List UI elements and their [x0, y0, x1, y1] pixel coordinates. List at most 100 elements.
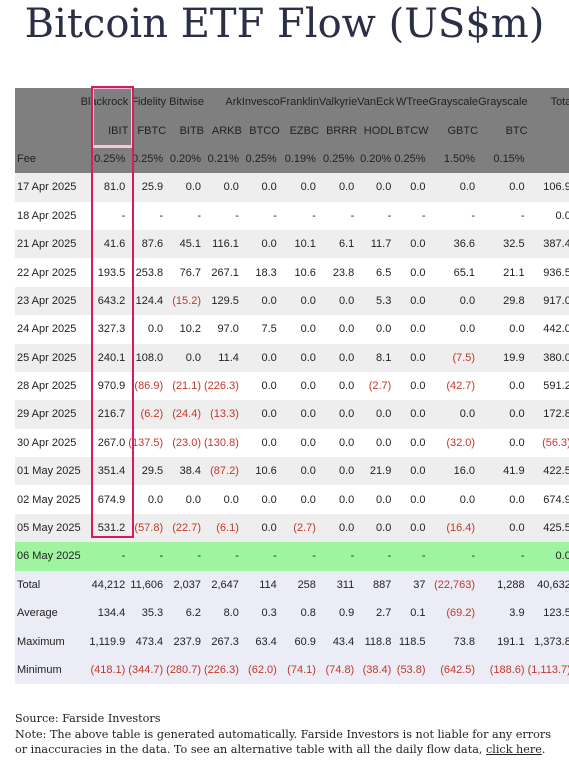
flow-cell: 32.5 — [478, 229, 528, 259]
summary-label: Total — [15, 570, 81, 600]
fee-cell: 0.25% — [394, 144, 429, 174]
fee-cell: 0.25% — [318, 144, 358, 174]
flow-cell: 674.9 — [80, 485, 129, 514]
summary-cell: 0.3 — [241, 599, 280, 628]
flow-cell: 0.0 — [394, 428, 429, 458]
summary-cell: 1,119.9 — [80, 627, 129, 656]
table-row: 06 May 2025- - - - - - - - - - -0.0 — [15, 542, 569, 571]
row-total-cell: 936.5 — [527, 258, 569, 287]
flow-cell: 108.0 — [128, 343, 167, 372]
flow-cell: 0.0 — [394, 513, 429, 543]
row-total-cell: 172.8 — [527, 400, 569, 429]
flow-cell: 0.0 — [428, 315, 479, 344]
flow-cell: (24.4) — [166, 400, 205, 429]
flow-cell: 0.0 — [279, 343, 319, 372]
source-text: Source: Farside Investors — [15, 712, 161, 725]
summary-cell: 2,647 — [204, 570, 242, 600]
flow-cell: (57.8) — [128, 513, 167, 543]
note-end: . — [541, 743, 546, 757]
summary-cell: (53.8) — [394, 655, 429, 685]
flow-cell: 0.0 — [318, 173, 358, 202]
flow-cell: 0.0 — [394, 343, 429, 372]
date-cell: 06 May 2025 — [15, 542, 81, 571]
flow-cell: 0.0 — [478, 371, 528, 401]
summary-cell: 267.3 — [204, 627, 242, 656]
flow-cell: 0.0 — [128, 315, 167, 344]
row-total-cell: 917.0 — [527, 286, 569, 316]
fee-cell: 0.25% — [128, 144, 167, 174]
summary-cell: (69.2) — [428, 599, 479, 628]
table-row: 24 Apr 2025 327.3 0.0 10.2 97.0 7.5 0.0 0.0 0.0 0… — [15, 315, 569, 344]
date-cell: 01 May 2025 — [15, 457, 81, 486]
flow-cell: 0.0 — [279, 286, 319, 316]
flow-cell: 0.0 — [394, 485, 429, 514]
flow-cell: 11.7 — [357, 229, 395, 259]
summary-cell: 63.4 — [241, 627, 280, 656]
summary-cell: (74.1) — [279, 655, 319, 685]
flow-cell: (130.8) — [204, 428, 242, 458]
summary-cell: 0.9 — [318, 599, 358, 628]
summary-cell: (38.4) — [357, 655, 395, 685]
flow-cell: 216.7 — [80, 400, 129, 429]
summary-cell: 2,037 — [166, 570, 205, 600]
flow-cell: 25.9 — [128, 173, 167, 202]
flow-cell: (23.0) — [166, 428, 205, 458]
issuer-header: Franklin — [279, 88, 319, 117]
summary-row: Minimum (418.1) (344.7) (280.7) (226.3) (62.0… — [15, 655, 569, 685]
flow-cell: 0.0 — [478, 400, 528, 429]
flow-cell: - — [204, 201, 242, 230]
flow-cell: 327.3 — [80, 315, 129, 344]
flow-cell: 531.2 — [80, 513, 129, 543]
flow-cell: - — [478, 542, 528, 571]
flow-cell: (6.1) — [204, 513, 242, 543]
date-cell: 21 Apr 2025 — [15, 229, 81, 259]
flow-cell: 116.1 — [204, 229, 242, 259]
flow-cell: 0.0 — [204, 173, 242, 202]
summary-cell: 311 — [318, 570, 358, 600]
flow-cell: 643.2 — [80, 286, 129, 316]
issuer-header: Blackrock — [80, 88, 129, 117]
flow-cell: 5.3 — [357, 286, 395, 316]
flow-cell: 6.5 — [357, 258, 395, 287]
flow-cell: 253.8 — [128, 258, 167, 287]
issuer-header-row: Blackrock Fidelity Bitwise Ark Invesco Frankl… — [15, 88, 569, 117]
ticker-header: BRRR — [318, 116, 358, 145]
table-row: 17 Apr 2025 81.0 25.9 0.0 0.0 0.0 0.0 0.0 0.0 0.0… — [15, 173, 569, 202]
flow-cell: 19.9 — [478, 343, 528, 372]
flow-cell: (42.7) — [428, 371, 479, 401]
flow-cell: 0.0 — [478, 513, 528, 543]
summary-cell: 191.1 — [478, 627, 528, 656]
flow-cell: 0.0 — [357, 315, 395, 344]
flow-cell: 0.0 — [394, 400, 429, 429]
issuer-header: Ark — [204, 88, 242, 117]
click-here-link[interactable]: click here — [486, 743, 542, 757]
summary-cell: 43.4 — [318, 627, 358, 656]
issuer-header: Grayscale — [428, 88, 479, 117]
flow-cell: (16.4) — [428, 513, 479, 543]
flow-cell: - — [357, 201, 395, 230]
ticker-header: GBTC — [428, 116, 479, 145]
table-row: 28 Apr 2025 970.9 (86.9) (21.1) (226.3) 0.0 0.… — [15, 371, 569, 401]
summary-row: Total 44,212 11,606 2,037 2,647 114 258 311 887 3… — [15, 570, 569, 600]
ticker-header-row: IBIT FBTC BITB ARKB BTCO EZBC BRRR HODL BTCW GBTC… — [15, 116, 569, 145]
flow-cell: 240.1 — [80, 343, 129, 372]
flow-cell: 29.5 — [128, 457, 167, 486]
ticker-header: BITB — [166, 116, 205, 145]
flow-cell: 10.6 — [241, 457, 280, 486]
flow-cell: 23.8 — [318, 258, 358, 287]
flow-cell: 0.0 — [204, 485, 242, 514]
summary-cell: 0.8 — [279, 599, 319, 628]
summary-total-cell: 1,373.8 — [527, 627, 569, 656]
table-row: 01 May 2025 351.4 29.5 38.4 (87.2) 10.6 0.0 0.0… — [15, 457, 569, 486]
summary-cell: (418.1) — [80, 655, 129, 685]
flow-cell: 0.0 — [279, 485, 319, 514]
date-cell: 25 Apr 2025 — [15, 343, 81, 372]
flow-cell: (86.9) — [128, 371, 167, 401]
flow-cell: - — [241, 201, 280, 230]
flow-cell: 0.0 — [318, 428, 358, 458]
flow-cell: 16.0 — [428, 457, 479, 486]
flow-cell: 29.8 — [478, 286, 528, 316]
flow-cell: (21.1) — [166, 371, 205, 401]
flow-cell: 267.0 — [80, 428, 129, 458]
summary-cell: 887 — [357, 570, 395, 600]
